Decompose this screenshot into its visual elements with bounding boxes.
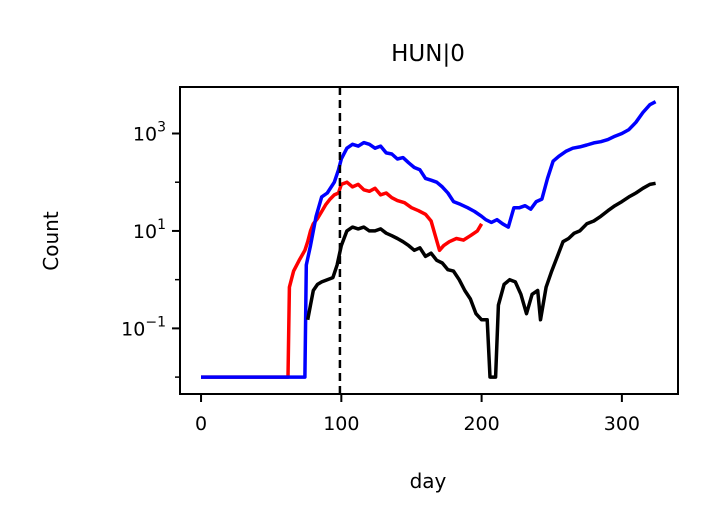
x-axis-label: day — [410, 469, 447, 493]
y-tick-label: 103 — [133, 119, 166, 145]
x-axis: 0 100 200 300 — [195, 394, 640, 435]
x-tick-label: 100 — [323, 413, 359, 435]
series-line-1 — [201, 100, 657, 379]
plot-frame — [179, 86, 679, 395]
plot-area — [201, 87, 657, 394]
chart-title: HUN|0 — [391, 41, 465, 67]
y-axis-label: Count — [39, 211, 63, 271]
y-tick-label: 10−1 — [121, 314, 166, 340]
x-tick-label: 300 — [604, 413, 640, 435]
y-axis: 10−1 101 103 — [121, 119, 180, 378]
x-tick-label: 200 — [463, 413, 499, 435]
y-tick-label: 101 — [133, 217, 166, 243]
series-line-2 — [305, 181, 656, 379]
series-line-0 — [201, 180, 484, 379]
x-tick-label: 0 — [195, 413, 207, 435]
